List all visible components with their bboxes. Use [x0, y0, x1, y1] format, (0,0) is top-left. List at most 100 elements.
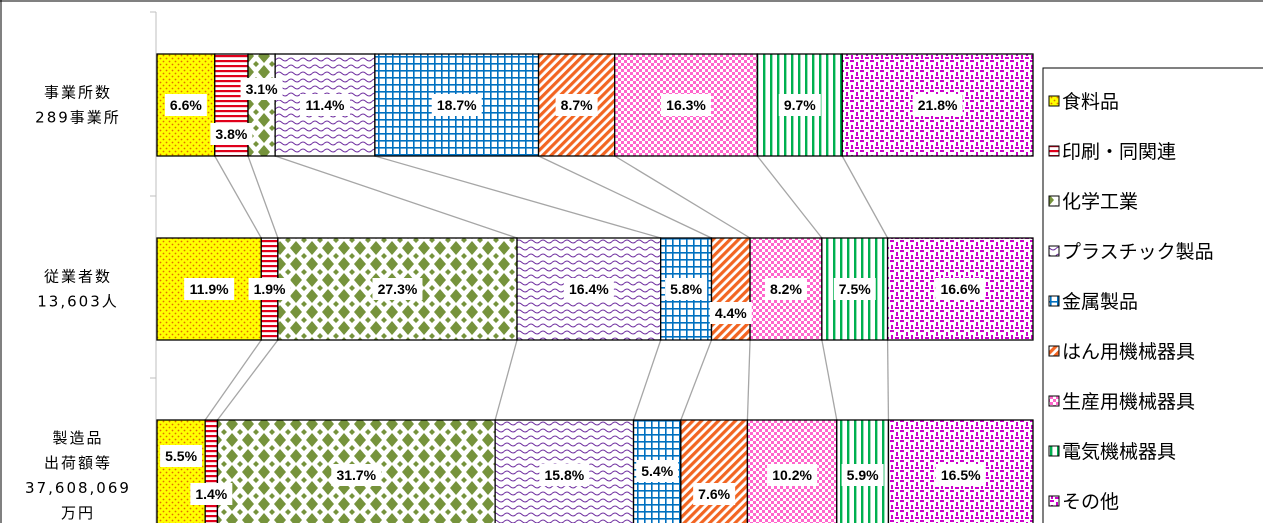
value-label-bg: [709, 302, 752, 324]
value-label: 10.2%: [772, 467, 812, 483]
connector-line: [247, 155, 279, 239]
legend-swatch: [1048, 445, 1060, 457]
value-label: 16.5%: [941, 467, 981, 483]
connector-line: [614, 155, 751, 239]
legend-label: 電気機械器具: [1062, 441, 1176, 463]
bar-segments: [156, 53, 1034, 523]
legend-label: はん用機械器具: [1062, 341, 1195, 363]
value-label: 16.6%: [940, 281, 980, 297]
row-label: 万円: [61, 504, 95, 522]
legend-label: 金属製品: [1062, 291, 1138, 313]
connector-line: [680, 339, 713, 421]
legend-label: その他: [1062, 491, 1119, 513]
value-label: 3.8%: [215, 126, 247, 142]
connector-line: [374, 155, 661, 239]
value-label-bg: [539, 464, 590, 486]
value-label-bg: [331, 464, 382, 486]
value-label: 16.4%: [569, 281, 609, 297]
row-label: 289事業所: [35, 109, 121, 127]
value-label: 11.4%: [306, 97, 345, 113]
value-label-bg: [661, 94, 712, 116]
legend-swatch: [1048, 345, 1060, 357]
bar-segment: [247, 53, 276, 157]
connector-line: [216, 339, 279, 421]
value-label-bg: [431, 94, 482, 116]
bar-segment: [516, 237, 662, 341]
connector-line: [538, 155, 712, 239]
value-label: 4.4%: [715, 305, 747, 321]
value-label: 5.9%: [847, 467, 879, 483]
value-label: 8.7%: [561, 97, 593, 113]
connector-line: [274, 155, 518, 239]
value-label-bg: [912, 94, 963, 116]
value-label-bg: [841, 464, 884, 486]
connector-line: [214, 155, 262, 239]
value-label-bg: [164, 94, 207, 116]
value-label: 1.9%: [254, 281, 286, 297]
legend-swatch: [1048, 95, 1060, 107]
legend-swatch: [1048, 495, 1060, 507]
value-label-bg: [636, 460, 679, 482]
value-label-bg: [555, 94, 598, 116]
connector-line: [204, 339, 262, 421]
row-label: 事業所数: [44, 84, 112, 102]
bar-segment: [680, 419, 749, 523]
value-label: 16.3%: [666, 97, 706, 113]
legend: 食料品印刷・同関連化学工業プラスチック製品金属製品はん用機械器具生産用機械器具電…: [1048, 91, 1214, 513]
value-label-bg: [184, 278, 235, 300]
value-label-bg: [693, 483, 736, 505]
bar-segment: [156, 419, 206, 523]
row-label: 37,608,069: [25, 479, 131, 497]
legend-label: 印刷・同関連: [1062, 141, 1176, 163]
row-label: 13,603人: [37, 293, 119, 311]
legend-label: 食料品: [1062, 91, 1119, 113]
value-label: 11.9%: [190, 281, 229, 297]
value-label: 1.4%: [195, 486, 227, 502]
value-label: 31.7%: [336, 467, 376, 483]
value-label-bg: [160, 445, 203, 467]
value-label: 8.2%: [770, 281, 802, 297]
bar-segment: [204, 419, 219, 523]
legend-swatch: [1048, 195, 1060, 207]
connector-line: [756, 155, 823, 239]
value-label-bg: [665, 278, 708, 300]
value-label: 6.6%: [170, 97, 202, 113]
value-label-bg: [767, 464, 818, 486]
value-label-bg: [833, 278, 876, 300]
value-label: 7.6%: [698, 486, 730, 502]
value-label: 27.3%: [378, 281, 418, 297]
value-label: 15.8%: [544, 467, 584, 483]
legend-label: プラスチック製品: [1062, 241, 1214, 263]
legend-swatch: [1048, 295, 1060, 307]
value-label: 5.8%: [670, 281, 702, 297]
row-label: 製造品: [52, 429, 103, 447]
value-label: 9.7%: [784, 97, 816, 113]
value-label: 18.7%: [437, 97, 477, 113]
connector-lines: [204, 155, 890, 421]
value-label-bg: [563, 278, 614, 300]
value-label-bg: [764, 278, 807, 300]
value-label-bg: [935, 278, 986, 300]
value-label: 3.1%: [246, 81, 278, 97]
value-label-bg: [210, 123, 253, 145]
legend-label: 生産用機械器具: [1062, 391, 1195, 413]
value-label-bg: [240, 78, 283, 100]
value-label-bg: [778, 94, 821, 116]
row-label: 出荷額等: [44, 454, 112, 472]
legend-label: 化学工業: [1062, 191, 1138, 213]
legend-swatch: [1048, 145, 1060, 157]
value-label-bg: [935, 464, 986, 486]
connector-line: [632, 339, 662, 421]
connector-line: [821, 339, 838, 421]
connector-line: [841, 155, 889, 239]
legend-swatch: [1048, 245, 1060, 257]
value-label-bg: [248, 278, 291, 300]
connector-line: [494, 339, 518, 421]
connector-line: [886, 339, 890, 421]
value-label: 5.4%: [641, 463, 673, 479]
bar-segment: [710, 237, 751, 341]
legend-swatch: [1048, 395, 1060, 407]
value-label: 5.5%: [165, 448, 197, 464]
